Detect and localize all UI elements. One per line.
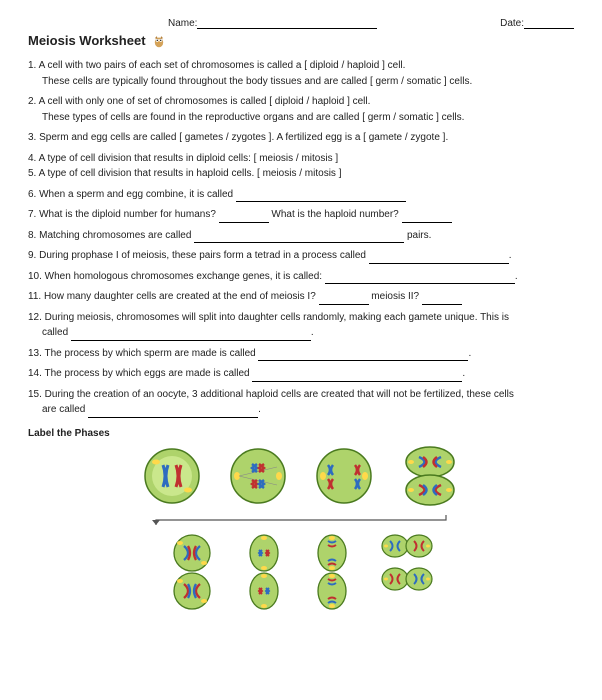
owl-icon	[152, 34, 166, 48]
q11-blank2[interactable]	[422, 295, 462, 305]
cell-anaphase2	[312, 533, 352, 611]
phase-diagram	[28, 445, 574, 611]
q11-blank1[interactable]	[319, 295, 369, 305]
name-label: Name:	[168, 18, 197, 29]
cell-metaphase1	[229, 447, 287, 505]
title-row: Meiosis Worksheet	[28, 33, 574, 48]
q14-text: 14. The process by which eggs are made i…	[28, 368, 252, 379]
q9-blank[interactable]	[369, 254, 509, 264]
q6: 6. When a sperm and egg combine, it is c…	[28, 187, 574, 203]
q1-line1: 1. A cell with two pairs of each set of …	[28, 60, 405, 71]
worksheet-title: Meiosis Worksheet	[28, 33, 146, 48]
q8-a: 8. Matching chromosomes are called	[28, 230, 194, 241]
header-line: Name: Date:	[28, 18, 574, 29]
q10-text: 10. When homologous chromosomes exchange…	[28, 271, 325, 282]
cell-telophase1	[401, 445, 459, 507]
q6-text: 6. When a sperm and egg combine, it is c…	[28, 189, 236, 200]
q2: 2. A cell with only one of set of chromo…	[28, 94, 574, 125]
date-field: Date:	[500, 18, 574, 29]
q7: 7. What is the diploid number for humans…	[28, 207, 574, 223]
meiosis-1-row	[28, 445, 574, 507]
name-field: Name:	[168, 18, 377, 29]
q9-text: 9. During prophase I of meiosis, these p…	[28, 250, 369, 261]
q15-blank[interactable]	[88, 408, 258, 418]
q14: 14. The process by which eggs are made i…	[28, 366, 574, 382]
q12-line1: 12. During meiosis, chromosomes will spl…	[28, 312, 509, 323]
q7-b: What is the haploid number?	[269, 209, 402, 220]
date-blank[interactable]	[524, 18, 574, 29]
cell-anaphase1	[315, 447, 373, 505]
q1: 1. A cell with two pairs of each set of …	[28, 58, 574, 89]
q15-line1: 15. During the creation of an oocyte, 3 …	[28, 389, 514, 400]
q12-line2: called	[42, 327, 71, 338]
q13-text: 13. The process by which sperm are made …	[28, 348, 258, 359]
q13: 13. The process by which sperm are made …	[28, 346, 574, 362]
q8-b: pairs.	[404, 230, 431, 241]
date-label: Date:	[500, 18, 524, 29]
label-phases-heading: Label the Phases	[28, 428, 574, 439]
q9: 9. During prophase I of meiosis, these p…	[28, 248, 574, 264]
q2-line2: These types of cells are found in the re…	[28, 112, 464, 123]
q13-blank[interactable]	[258, 351, 468, 361]
q8-blank[interactable]	[194, 233, 404, 243]
cell-telophase2	[380, 533, 434, 611]
q11-b: meiosis II?	[369, 291, 422, 302]
q12: 12. During meiosis, chromosomes will spl…	[28, 310, 574, 341]
q12-blank[interactable]	[71, 331, 311, 341]
q7-blank2[interactable]	[402, 213, 452, 223]
worksheet-page: Name: Date: Meiosis Worksheet 1. A cell …	[0, 0, 602, 700]
q7-blank1[interactable]	[219, 213, 269, 223]
q4: 4. A type of cell division that results …	[28, 151, 574, 167]
q11: 11. How many daughter cells are created …	[28, 289, 574, 305]
q8: 8. Matching chromosomes are called pairs…	[28, 228, 574, 244]
name-blank[interactable]	[197, 18, 377, 29]
cell-metaphase2	[244, 533, 284, 611]
meiosis-2-row	[28, 533, 574, 611]
q7-a: 7. What is the diploid number for humans…	[28, 209, 219, 220]
q3: 3. Sperm and egg cells are called [ game…	[28, 130, 574, 146]
q15: 15. During the creation of an oocyte, 3 …	[28, 387, 574, 418]
q14-blank[interactable]	[252, 372, 462, 382]
q2-line1: 2. A cell with only one of set of chromo…	[28, 96, 370, 107]
arrow-row	[28, 513, 574, 527]
cell-prophase2	[168, 533, 216, 611]
q5: 5. A type of cell division that results …	[28, 166, 574, 182]
q15-line2: are called	[42, 404, 88, 415]
q1-line2: These cells are typically found througho…	[28, 76, 472, 87]
q6-blank[interactable]	[236, 192, 406, 202]
q11-a: 11. How many daughter cells are created …	[28, 291, 319, 302]
q10: 10. When homologous chromosomes exchange…	[28, 269, 574, 285]
cell-prophase1	[143, 447, 201, 505]
q10-blank[interactable]	[325, 274, 515, 284]
questions-block: 1. A cell with two pairs of each set of …	[28, 58, 574, 418]
